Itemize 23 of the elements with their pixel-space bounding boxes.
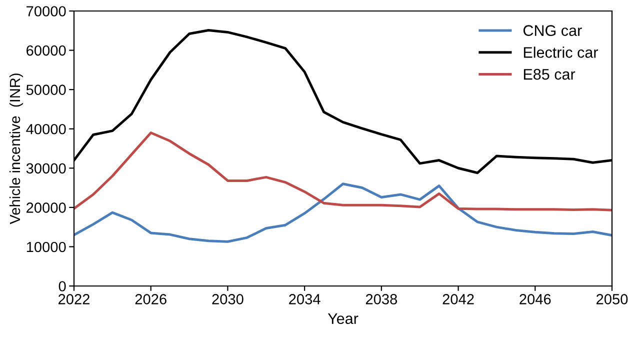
x-tick-label: 2042 xyxy=(442,294,474,304)
y-tick-label: 20000 xyxy=(26,202,66,213)
legend-label: Electric car xyxy=(524,46,598,58)
line-series xyxy=(74,132,612,212)
y-tick-label: 50000 xyxy=(26,84,66,95)
line-series xyxy=(74,182,612,243)
legend-label: E85 car xyxy=(524,68,576,80)
x-axis-title: Year xyxy=(328,313,358,324)
y-tick-label: 40000 xyxy=(26,124,66,134)
y-tick-label: 10000 xyxy=(26,242,66,252)
y-tick-label: 0 xyxy=(58,281,66,292)
y-tick-label: 30000 xyxy=(26,163,66,174)
y-tick-label: 70000 xyxy=(26,6,66,16)
x-tick-label: 2038 xyxy=(366,294,398,304)
x-tick-label: 2050 xyxy=(596,294,628,304)
x-tick-label: 2026 xyxy=(135,294,166,304)
y-axis-title: Vehicle incentive (INR) xyxy=(9,74,24,224)
x-tick-label: 2046 xyxy=(520,294,551,304)
x-tick-label: 2030 xyxy=(212,294,244,304)
x-tick-label: 2034 xyxy=(289,294,320,304)
x-tick-label: 2022 xyxy=(58,294,90,304)
legend-label: CNG car xyxy=(523,25,582,36)
y-tick-label: 60000 xyxy=(26,45,66,56)
